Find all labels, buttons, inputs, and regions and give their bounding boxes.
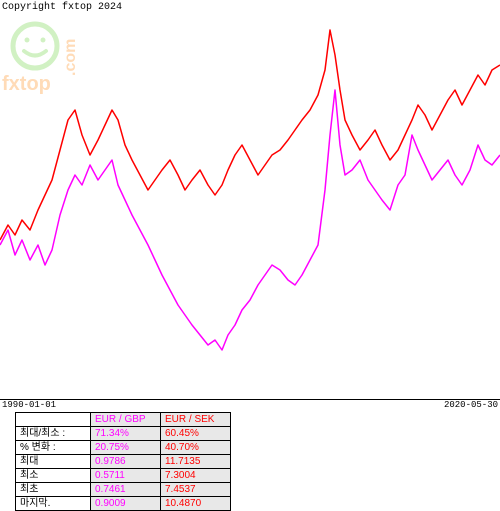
- header-series-2: EUR / SEK: [161, 413, 231, 427]
- header-blank: [16, 413, 91, 427]
- cell: 0.9786: [91, 455, 161, 469]
- row-label: 최소: [16, 469, 91, 483]
- table-row: 최소0.57117.3004: [16, 469, 231, 483]
- series-eur-gbp: [0, 90, 500, 350]
- cell: 7.4537: [161, 483, 231, 497]
- header-series-1: EUR / GBP: [91, 413, 161, 427]
- table-row: % 변화 :20.75%40.70%: [16, 441, 231, 455]
- cell: 10.4870: [161, 497, 231, 511]
- x-axis: [0, 399, 500, 400]
- cell: 0.9009: [91, 497, 161, 511]
- cell: 71.34%: [91, 427, 161, 441]
- cell: 0.5711: [91, 469, 161, 483]
- row-label: % 변화 :: [16, 441, 91, 455]
- table-row: 마지막.0.900910.4870: [16, 497, 231, 511]
- stats-table: EUR / GBP EUR / SEK 최대/최소 :71.34%60.45% …: [15, 412, 231, 511]
- table-header-row: EUR / GBP EUR / SEK: [16, 413, 231, 427]
- x-end-label: 2020-05-30: [444, 400, 498, 410]
- table-row: 최대/최소 :71.34%60.45%: [16, 427, 231, 441]
- x-start-label: 1990-01-01: [2, 400, 56, 410]
- cell: 0.7461: [91, 483, 161, 497]
- cell: 20.75%: [91, 441, 161, 455]
- cell: 11.7135: [161, 455, 231, 469]
- row-label: 최대: [16, 455, 91, 469]
- row-label: 최초: [16, 483, 91, 497]
- cell: 40.70%: [161, 441, 231, 455]
- cell: 60.45%: [161, 427, 231, 441]
- series-eur-sek: [0, 30, 500, 240]
- copyright-text: Copyright fxtop 2024: [2, 2, 122, 13]
- cell: 7.3004: [161, 469, 231, 483]
- line-chart: [0, 15, 500, 400]
- row-label: 최대/최소 :: [16, 427, 91, 441]
- row-label: 마지막.: [16, 497, 91, 511]
- table-row: 최대0.978611.7135: [16, 455, 231, 469]
- table-row: 최초0.74617.4537: [16, 483, 231, 497]
